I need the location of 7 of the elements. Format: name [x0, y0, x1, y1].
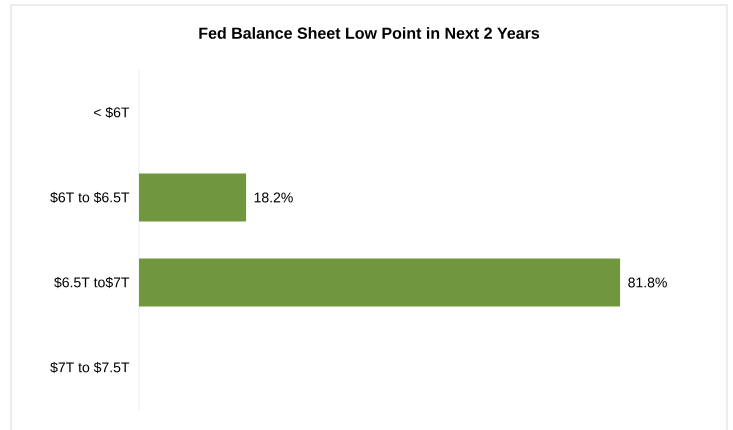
y-tick-label: $6.5T to$7T	[54, 276, 130, 288]
data-label: 81.8%	[628, 278, 667, 288]
y-tick-label: < $6T	[94, 106, 130, 118]
data-label: 18.2%	[254, 192, 293, 202]
y-tick-label: $7T to $7.5T	[50, 362, 130, 374]
y-tick-label: $6T to $6.5T	[50, 192, 130, 204]
chart-title: Fed Balance Sheet Low Point in Next 2 Years	[199, 27, 540, 39]
